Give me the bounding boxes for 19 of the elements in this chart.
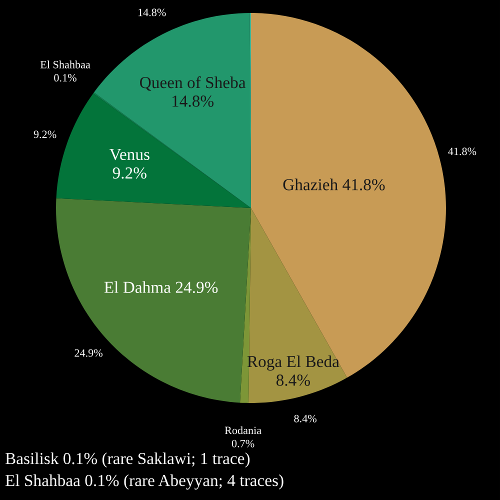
data-label: 14.8% <box>172 96 214 107</box>
slice-label: Roga El Beda <box>247 355 340 371</box>
slice-label: El Dahma 24.9% <box>104 281 218 294</box>
slice-label: El Shahbaa <box>40 60 90 68</box>
text: 8.4% <box>294 414 317 422</box>
text: 9.2% <box>34 130 56 138</box>
slice-label: Rodania <box>224 426 262 434</box>
data-label: 0.1% <box>54 74 76 82</box>
data-label: 0.7% <box>232 440 254 448</box>
slice-label: Venus <box>109 148 150 160</box>
data-label: 9.2% <box>112 167 146 179</box>
text: Basilisk 0.1% (rare Saklawi; 1 trace) <box>5 452 250 468</box>
text: 14.8% <box>138 8 166 16</box>
data-label: 24.9% <box>74 349 103 357</box>
data-label: 41.8% <box>448 148 476 156</box>
slice-label: Queen of Sheba <box>140 76 246 91</box>
slice-label: Ghazieh 41.8% <box>283 178 385 190</box>
text: El Shahbaa 0.1% (rare Abeyyan; 4 traces) <box>5 474 284 490</box>
data-label: 8.4% <box>276 374 310 386</box>
